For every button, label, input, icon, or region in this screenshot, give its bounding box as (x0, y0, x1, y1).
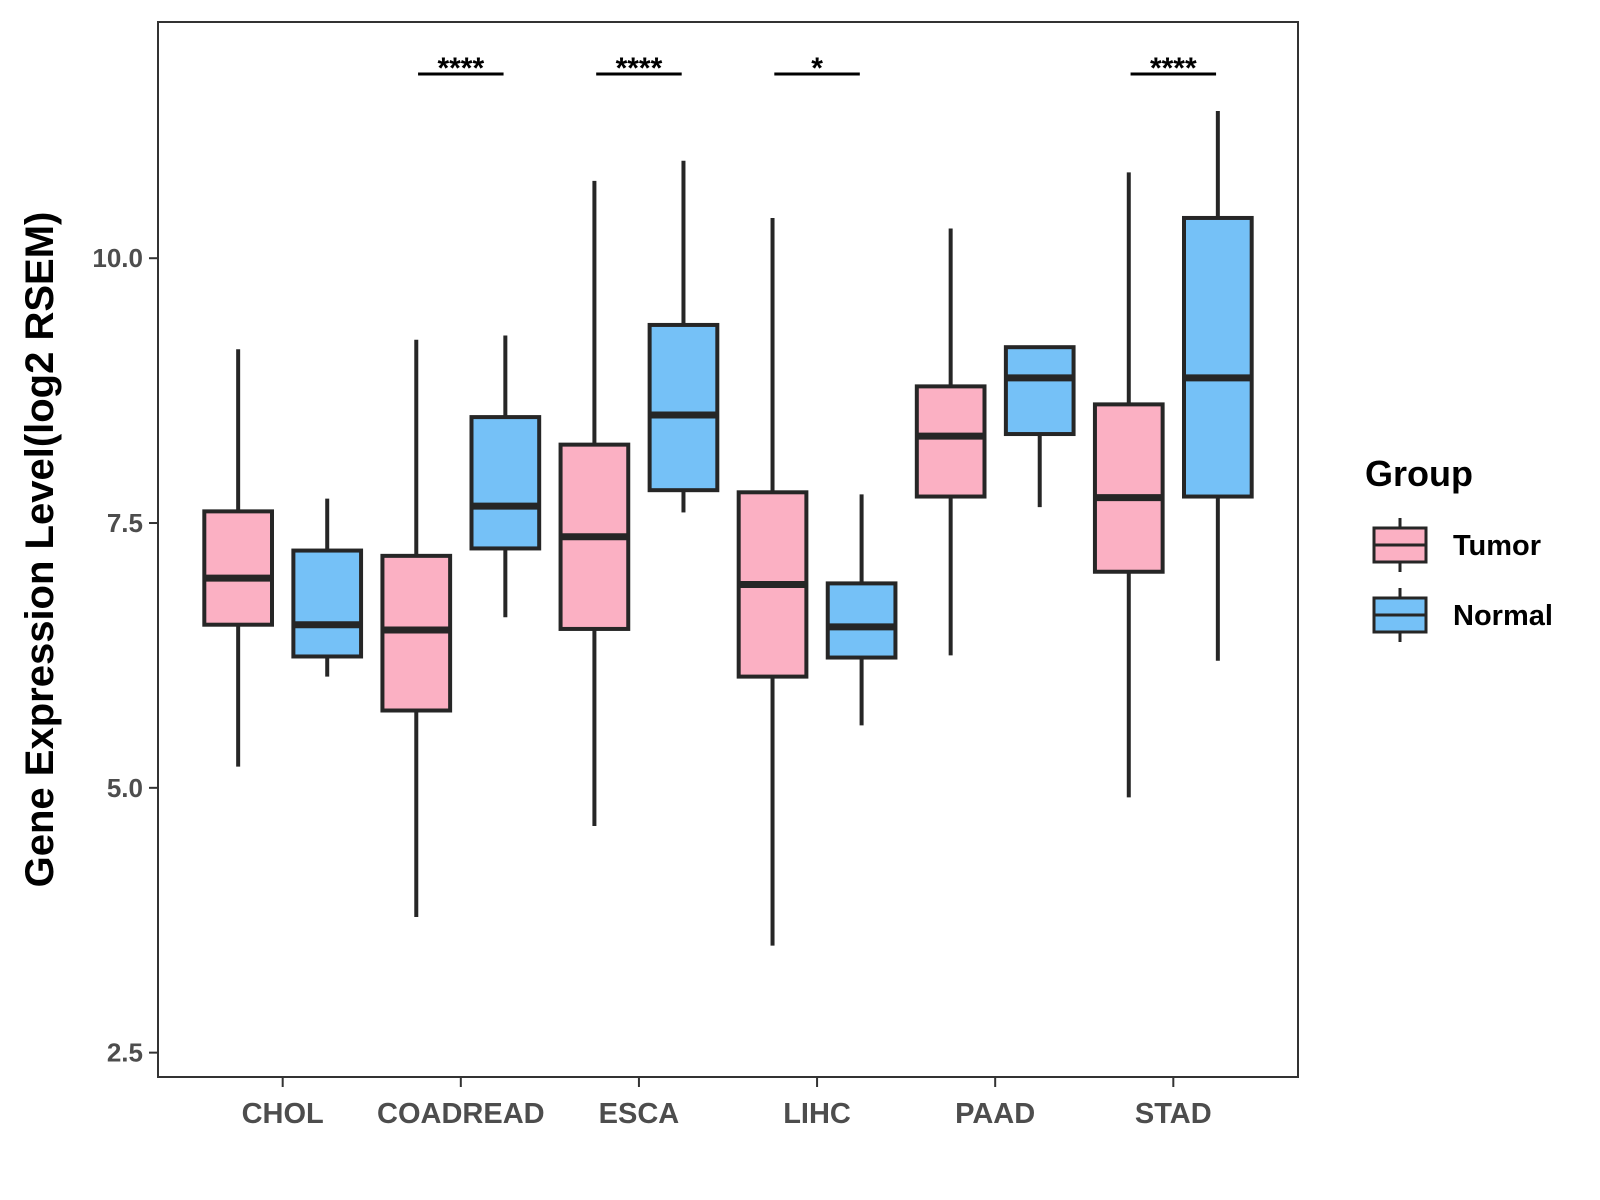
y-tick-label-3: 10.0 (92, 243, 143, 273)
box-esca-tumor (558, 180, 631, 826)
significance-label-coadread: **** (437, 52, 484, 85)
box-body-chol-normal (291, 548, 364, 659)
x-tick-label-esca: ESCA (599, 1098, 680, 1130)
box-body-lihc-normal (825, 581, 898, 660)
box-body-coadread-normal (469, 415, 542, 551)
y-axis: 2.5 5.0 7.5 10.0 (92, 243, 158, 1068)
box-lihc-normal (825, 494, 898, 726)
legend-entry-tumor: Tumor (1372, 518, 1541, 572)
plot-panel-border (157, 21, 1299, 1078)
box-body-chol-tumor (202, 509, 274, 627)
box-chol-normal (291, 498, 364, 677)
box-body-esca-normal (647, 322, 720, 493)
box-coadread-tumor (380, 339, 453, 918)
legend-entries: Tumor Normal (1372, 518, 1553, 642)
y-tick-label-1: 5.0 (107, 773, 143, 803)
x-tick-label-paad: PAAD (955, 1098, 1035, 1130)
x-tick-label-lihc: LIHC (783, 1098, 851, 1130)
box-body-stad-normal (1182, 215, 1254, 499)
legend-label-normal: Normal (1453, 600, 1553, 632)
legend-label-tumor: Tumor (1453, 530, 1541, 562)
box-paad-tumor (914, 228, 987, 656)
box-stad-tumor (1092, 172, 1165, 798)
significance-label-esca: **** (616, 52, 663, 85)
box-paad-normal (1003, 345, 1076, 508)
y-tick-label-0: 2.5 (107, 1038, 143, 1068)
significance-label-stad: **** (1150, 52, 1197, 85)
x-axis: CHOL COADREAD ESCA LIHC PAAD STAD (242, 1077, 1212, 1130)
box-esca-normal (647, 160, 720, 513)
box-body-stad-tumor (1092, 402, 1165, 574)
x-tick-label-coadread: COADREAD (377, 1098, 545, 1130)
y-tick-label-2: 7.5 (107, 508, 143, 538)
box-body-paad-normal (1003, 345, 1076, 437)
legend-entry-normal: Normal (1372, 588, 1553, 642)
box-stad-normal (1182, 110, 1254, 661)
legend-title: Group (1365, 453, 1473, 494)
box-body-paad-tumor (914, 384, 987, 499)
significance-label-lihc: * (811, 52, 823, 85)
y-axis-title: Gene Expression Level(log2 RSEM) (18, 212, 62, 888)
significance-layer: **** **** * **** (418, 52, 1217, 85)
x-tick-label-chol: CHOL (242, 1098, 324, 1130)
boxes-layer (202, 110, 1254, 946)
legend: Group Tumor Normal (1365, 453, 1553, 642)
box-chol-tumor (202, 349, 274, 767)
box-lihc-tumor (736, 217, 809, 946)
x-tick-label-stad: STAD (1135, 1098, 1212, 1130)
box-coadread-normal (469, 335, 542, 618)
